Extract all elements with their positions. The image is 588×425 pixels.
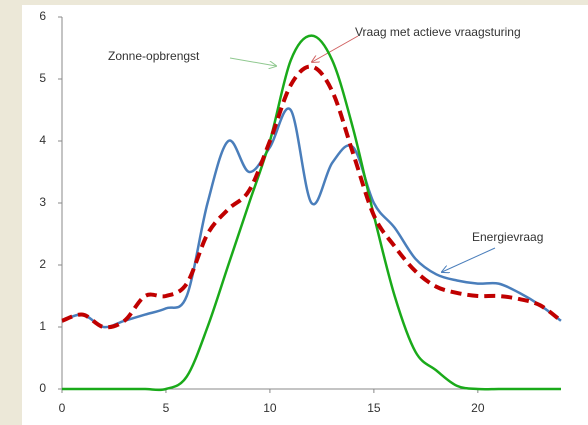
series-annotation: Vraag met actieve vraagsturing xyxy=(355,25,521,39)
series-line xyxy=(61,64,563,330)
y-tick-label: 0 xyxy=(39,381,46,395)
x-tick-label: 10 xyxy=(263,401,277,415)
annotation-arrow xyxy=(312,35,359,62)
x-tick-label: 5 xyxy=(163,401,170,415)
x-tick-label: 15 xyxy=(367,401,381,415)
y-tick-label: 5 xyxy=(39,71,46,85)
series-line xyxy=(62,34,561,392)
series-annotation: Energievraag xyxy=(472,230,543,244)
y-tick-label: 1 xyxy=(39,319,46,333)
chart-area xyxy=(22,5,588,425)
annotation-arrow xyxy=(229,57,276,66)
y-tick-label: 4 xyxy=(39,133,46,147)
y-tick-label: 3 xyxy=(39,195,46,209)
series-line xyxy=(61,107,562,329)
y-tick-label: 2 xyxy=(39,257,46,271)
x-tick-label: 0 xyxy=(59,401,66,415)
annotation-arrow xyxy=(442,247,496,272)
y-tick-label: 6 xyxy=(39,9,46,23)
x-tick-label: 20 xyxy=(471,401,485,415)
series-annotation: Zonne-opbrengst xyxy=(108,49,200,63)
